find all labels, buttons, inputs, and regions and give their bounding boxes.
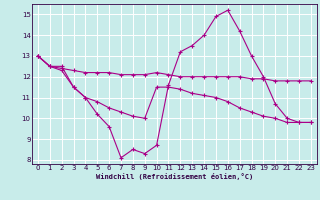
X-axis label: Windchill (Refroidissement éolien,°C): Windchill (Refroidissement éolien,°C) [96,173,253,180]
